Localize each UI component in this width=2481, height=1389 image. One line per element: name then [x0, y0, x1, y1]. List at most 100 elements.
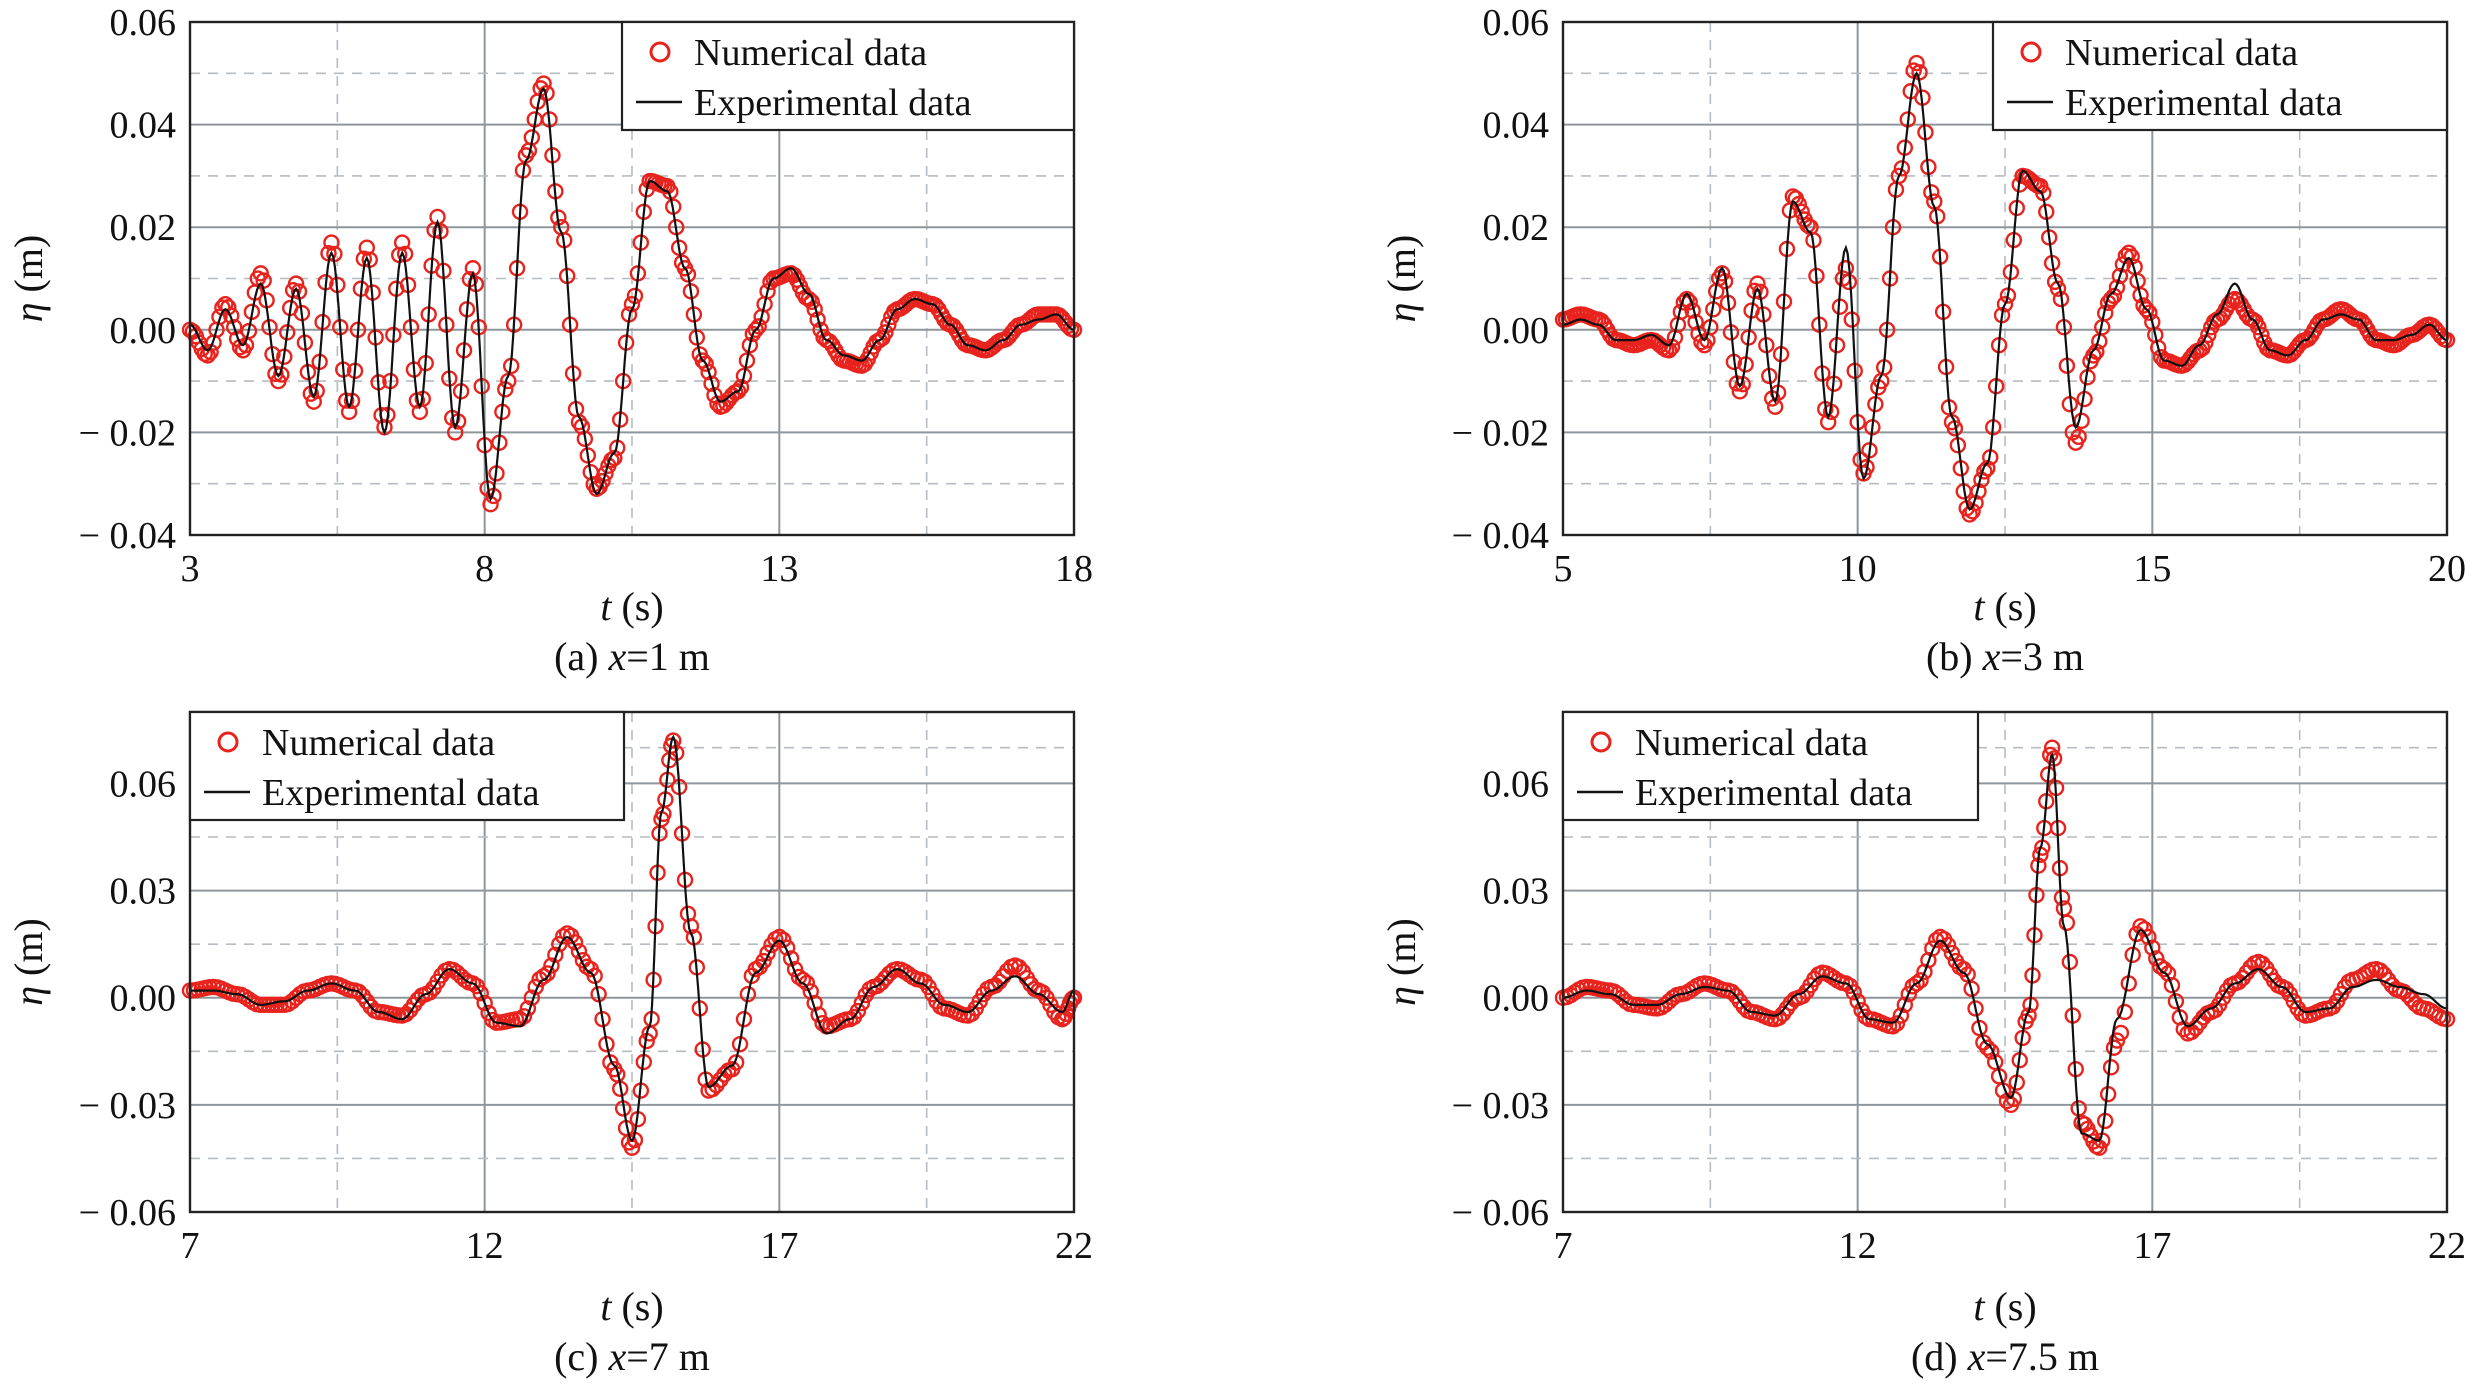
- x-tick-label: 7: [181, 1225, 200, 1267]
- data-point-numerical: [1896, 996, 1914, 1014]
- x-axis-label-unit: (s): [611, 584, 663, 629]
- data-point-numerical: [1849, 993, 1866, 1010]
- legend-box: [1561, 710, 1980, 822]
- data-point-numerical: [741, 336, 759, 354]
- x-axis-label-var: t: [600, 1284, 612, 1329]
- data-point-numerical: [2150, 339, 2167, 356]
- data-point-numerical: [2108, 1032, 2126, 1049]
- data-point-numerical: [570, 943, 588, 960]
- data-point-numerical: [1912, 972, 1929, 989]
- series-numerical-data: [1554, 54, 2456, 523]
- data-point-numerical: [2167, 993, 2185, 1010]
- data-point-numerical: [1939, 936, 1957, 954]
- data-point-numerical: [778, 939, 796, 956]
- x-tick-label: 15: [2133, 548, 2171, 590]
- data-point-numerical: [2163, 977, 2181, 994]
- caption-var: x: [607, 1334, 626, 1379]
- legend: Numerical data Experimental data: [188, 710, 626, 822]
- y-tick-label: − 0.02: [79, 412, 176, 454]
- data-point-numerical: [700, 363, 717, 381]
- legend-label-numerical: Numerical data: [262, 722, 495, 764]
- y-axis-label-var: η: [6, 302, 51, 322]
- caption-prefix: (a): [554, 634, 608, 679]
- data-point-numerical: [421, 984, 438, 1001]
- legend-label-experimental: Experimental data: [2065, 82, 2343, 124]
- series-experimental-data: [1562, 751, 2448, 1142]
- x-tick-label: 10: [1839, 548, 1877, 590]
- data-point-numerical: [1924, 940, 1941, 957]
- y-tick-label: 0.03: [110, 871, 177, 913]
- data-point-numerical: [2132, 286, 2149, 304]
- legend-marker-numerical: [217, 731, 239, 753]
- caption-rest: =3 m: [2000, 634, 2084, 679]
- y-tick-label: 0.04: [110, 105, 177, 147]
- data-point-numerical: [771, 928, 788, 946]
- panel-caption: (a) x=1 m: [554, 634, 710, 679]
- data-point-numerical: [2138, 301, 2155, 318]
- y-tick-label: − 0.03: [79, 1085, 176, 1127]
- data-point-numerical: [2136, 920, 2153, 938]
- legend-label-experimental: Experimental data: [1635, 772, 1913, 814]
- data-point-numerical: [786, 960, 804, 978]
- grid: [190, 712, 1074, 1212]
- data-point-numerical: [747, 321, 764, 338]
- data-point-numerical: [1893, 160, 1911, 177]
- data-point-numerical: [1892, 1007, 1910, 1024]
- data-point-numerical: [594, 472, 611, 490]
- y-axis-label-unit: (m): [1379, 918, 1424, 986]
- data-point-numerical: [223, 307, 240, 324]
- data-point-numerical: [2141, 304, 2158, 321]
- data-point-numerical: [1963, 980, 1980, 997]
- data-point-numerical: [732, 379, 750, 396]
- data-point-numerical: [2155, 960, 2173, 978]
- data-point-numerical: [2132, 918, 2149, 935]
- data-point-numerical: [1983, 1043, 2000, 1060]
- data-point-numerical: [2105, 1039, 2123, 1056]
- y-axis-label-unit: (m): [1379, 235, 1424, 303]
- caption-rest: =7 m: [626, 1334, 710, 1379]
- legend-box: [188, 710, 626, 822]
- data-point-numerical: [2120, 244, 2137, 262]
- data-point-numerical: [1979, 1039, 1996, 1056]
- x-axis-label-unit: (s): [1984, 584, 2036, 629]
- legend: Numerical data Experimental data: [1991, 20, 2449, 132]
- data-point-numerical: [476, 994, 493, 1012]
- x-axis-label-unit: (s): [611, 1284, 663, 1329]
- x-tick-label: 3: [181, 548, 200, 590]
- legend-label-numerical: Numerical data: [694, 32, 927, 74]
- data-point-numerical: [2105, 287, 2123, 305]
- x-tick-label: 5: [1554, 548, 1573, 590]
- data-point-numerical: [853, 994, 871, 1012]
- data-point-numerical: [794, 971, 812, 989]
- data-point-numerical: [2058, 914, 2076, 931]
- x-axis-label-var: t: [600, 584, 612, 629]
- x-tick-label: 17: [760, 1225, 798, 1267]
- series-experimental-data: [190, 734, 1075, 1143]
- plot-frame: [188, 710, 1076, 1214]
- x-tick-label: 22: [1055, 1225, 1093, 1267]
- y-axis-label: η (m): [6, 235, 51, 323]
- data-point-numerical: [703, 375, 720, 392]
- x-axis-label: t (s): [1973, 584, 2036, 629]
- data-point-numerical: [1900, 985, 1917, 1003]
- y-axis-label-var: η: [1379, 986, 1424, 1006]
- data-point-numerical: [2111, 267, 2129, 285]
- data-point-numerical: [1845, 984, 1862, 1001]
- data-point-numerical: [750, 318, 767, 335]
- legend-marker-numerical: [1590, 731, 1612, 753]
- x-tick-label: 17: [2133, 1225, 2171, 1267]
- x-axis-label: t (s): [1973, 1284, 2036, 1329]
- data-point-numerical: [1660, 342, 1678, 359]
- x-tick-label: 18: [1055, 548, 1093, 590]
- panel-d: 7 12 17 22 0.06 0.03 0.00 − 0.03 − 0.06 t (s) η (m…: [1379, 710, 2466, 1379]
- caption-prefix: (c): [554, 1334, 608, 1379]
- data-point-numerical: [211, 308, 228, 326]
- legend-box: [1991, 20, 2449, 132]
- data-point-numerical: [2148, 950, 2165, 967]
- legend-box: [620, 20, 1076, 132]
- y-axis-label: η (m): [1379, 235, 1424, 323]
- x-tick-label: 22: [2428, 1225, 2466, 1267]
- y-tick-label: 0.00: [110, 310, 177, 352]
- x-tick-label: 20: [2428, 548, 2466, 590]
